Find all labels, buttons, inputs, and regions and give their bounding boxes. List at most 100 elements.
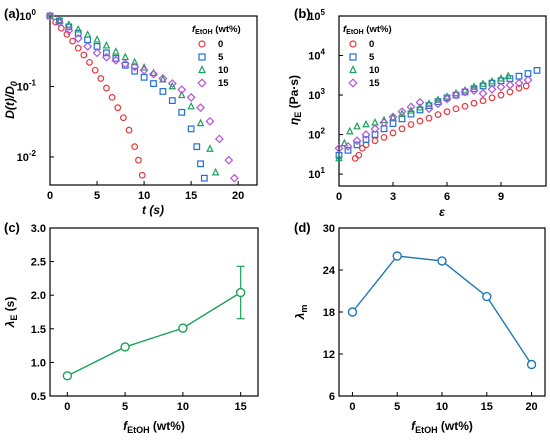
data-point: [119, 114, 127, 122]
panel-b-frame: [338, 15, 547, 187]
data-point: [425, 114, 433, 122]
data-point: [433, 99, 443, 109]
data-point: [504, 71, 512, 80]
data-point: [135, 156, 142, 164]
data-point: [392, 251, 402, 261]
data-point: [177, 85, 187, 95]
data-point: [407, 106, 415, 114]
x-tick-label: 10: [436, 401, 448, 413]
data-point: [443, 108, 451, 116]
panel-c: (c) 0 5 10 15 0.5 1.0 1.5 2.0 2.5 3.0 fEtOH (wt%)…: [3, 220, 259, 435]
data-point: [114, 104, 122, 112]
data-point: [407, 121, 415, 128]
legend-label: 0: [218, 39, 223, 50]
data-point: [359, 144, 366, 152]
data-point: [74, 25, 82, 33]
y-tick-label: 2.0: [31, 290, 46, 302]
x-tick-label: 0: [349, 401, 355, 413]
data-point: [344, 146, 352, 154]
data-point: [389, 129, 397, 137]
data-point: [158, 73, 168, 83]
y-tick-label: 0.5: [31, 391, 46, 403]
data-point: [514, 78, 524, 88]
x-tick-label: 0: [64, 401, 70, 413]
data-point: [406, 102, 416, 112]
data-point: [69, 37, 76, 45]
x-tick-label: 5: [94, 190, 100, 202]
data-point: [470, 99, 478, 107]
data-point: [425, 99, 433, 107]
panel-b: (b) 0 3 6 9 101 102 103 104 105 fEtOH (wt%) 0 5 10 1…: [287, 6, 547, 219]
data-point: [205, 116, 215, 126]
data-point: [102, 52, 111, 62]
data-point: [130, 62, 140, 72]
panel-a-frame: [49, 15, 258, 186]
data-point: [111, 55, 121, 65]
y-tick-label: 6: [329, 391, 335, 403]
data-point: [80, 51, 88, 59]
y-tick-label: 1.0: [31, 357, 46, 369]
data-point: [214, 134, 224, 144]
y-tick-label: 12: [323, 349, 335, 361]
data-point: [506, 88, 514, 96]
legend-label: 15: [369, 78, 380, 89]
y-tick-label: 10-1: [17, 78, 37, 93]
x-tick-label: 15: [481, 401, 493, 413]
data-point: [469, 86, 479, 95]
x-tick-label: 10: [177, 401, 189, 413]
data-point: [349, 65, 357, 74]
data-point: [196, 103, 205, 113]
data-point: [140, 63, 148, 71]
data-point: [442, 94, 452, 104]
panel-d-tag: (d): [294, 220, 311, 235]
panel-a: (a) 0 5 10 15 20 10-2 10-1 100 fEtOH (wt%) 0 5 10 1…: [3, 6, 258, 217]
data-point: [91, 66, 99, 74]
data-point: [86, 58, 93, 66]
data-point: [355, 151, 363, 159]
data-point: [198, 40, 206, 48]
data-point: [347, 307, 358, 317]
data-point: [92, 48, 102, 58]
panel-a-ylabel: D(t)/D0: [3, 81, 19, 119]
data-point: [515, 84, 523, 92]
data-point: [57, 24, 65, 32]
data-point: [353, 121, 361, 130]
x-tick-label: 15: [185, 190, 197, 202]
data-point: [443, 92, 451, 100]
y-tick-label: 103: [308, 87, 325, 102]
data-point: [120, 59, 130, 69]
data-point: [362, 119, 370, 128]
data-point: [130, 57, 139, 66]
data-point: [371, 137, 379, 145]
x-tick-label: 0: [336, 191, 342, 203]
legend-label: 10: [369, 65, 380, 76]
data-point: [131, 67, 139, 75]
data-point: [496, 82, 506, 92]
data-point: [167, 79, 177, 89]
data-point: [434, 95, 442, 103]
data-point: [479, 79, 487, 87]
data-point: [198, 53, 206, 61]
panel-c-tag: (c): [4, 220, 20, 235]
data-point: [140, 73, 148, 81]
x-tick-label: 3: [390, 191, 396, 203]
data-point: [74, 29, 82, 37]
data-point: [346, 126, 354, 135]
data-point: [523, 75, 533, 85]
series-5: [335, 67, 541, 159]
series-line: [67, 291, 242, 377]
legend-title: fEtOH (wt%): [192, 24, 241, 36]
data-point: [97, 75, 105, 82]
x-tick-label: 15: [235, 401, 247, 413]
series-15: [45, 11, 239, 183]
data-point: [93, 43, 101, 50]
data-point: [108, 93, 116, 101]
data-point: [168, 97, 176, 105]
x-tick-label: 6: [444, 191, 450, 203]
data-point: [524, 70, 532, 77]
y-tick-label: 105: [308, 8, 325, 23]
panel-b-xlabel: ε: [439, 205, 445, 219]
data-point: [93, 35, 101, 43]
panel-d: (d) 0 5 10 15 20 6 12 18 24 30 fEtOH (wt%) λm: [293, 220, 546, 435]
y-tick-label: 18: [323, 307, 335, 319]
